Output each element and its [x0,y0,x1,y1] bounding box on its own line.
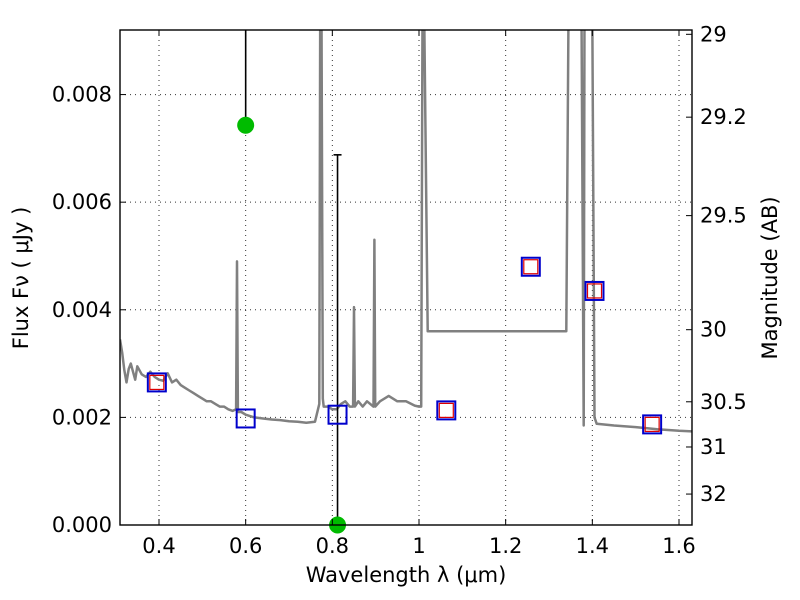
x-axis-ticks: 0.4 0.6 0.8 1 1.2 1.4 1.6 [142,30,696,558]
observed-flux-marker [586,283,603,299]
x-tick-label: 1.6 [662,534,695,558]
model-flux-marker [436,400,457,421]
x-tick-label: 1.2 [489,534,522,558]
x-tick-label: 1 [412,534,425,558]
y-tick-label: 0.006 [52,190,112,214]
model-flux-marker [327,404,348,425]
y2-axis-label: Magnitude (AB) [758,196,782,359]
plot-frame [119,29,693,526]
model-flux-marker [584,280,605,301]
observed-flux-marker [523,259,539,275]
y-tick-label: 0.002 [52,405,112,429]
x-axis-label: Wavelength λ (μm) [306,563,507,587]
y-tick-label: 0.008 [52,83,112,107]
model-flux-marker [520,256,541,277]
observed-flux-marker [644,416,660,432]
error-bars [244,30,342,525]
y2-tick-label: 30 [700,318,727,342]
photometry-markers [146,116,663,534]
x-tick-label: 0.6 [229,534,262,558]
x-tick-label: 0.8 [316,534,349,558]
observed-flux-marker [149,374,165,391]
spectrum-line [120,30,692,433]
y2-tick-label: 30.5 [700,390,747,414]
x-tick-label: 0.4 [142,534,175,558]
model-spectrum [120,30,692,433]
x-tick-label: 1.4 [576,534,609,558]
y2-tick-label: 29.5 [700,204,747,228]
detection-point [237,116,255,134]
model-flux-marker [235,408,256,429]
model-flux-marker [146,372,167,393]
y2-tick-label: 31 [700,435,727,459]
y-tick-label: 0.000 [52,513,112,537]
y-axis-ticks: 0.000 0.002 0.004 0.006 0.008 [52,83,126,537]
y2-tick-label: 29.2 [700,105,747,129]
y-axis-label: Flux Fν ( μJy ) [9,207,33,350]
model-flux-marker [642,414,663,435]
y-tick-label: 0.004 [52,298,112,322]
y2-tick-label: 29 [700,22,727,46]
y2-axis-ticks: 29 29.2 29.5 30 30.5 31 32 [686,22,747,506]
y2-tick-label: 32 [700,482,727,506]
observed-flux-marker [438,402,454,418]
grid [120,30,692,526]
